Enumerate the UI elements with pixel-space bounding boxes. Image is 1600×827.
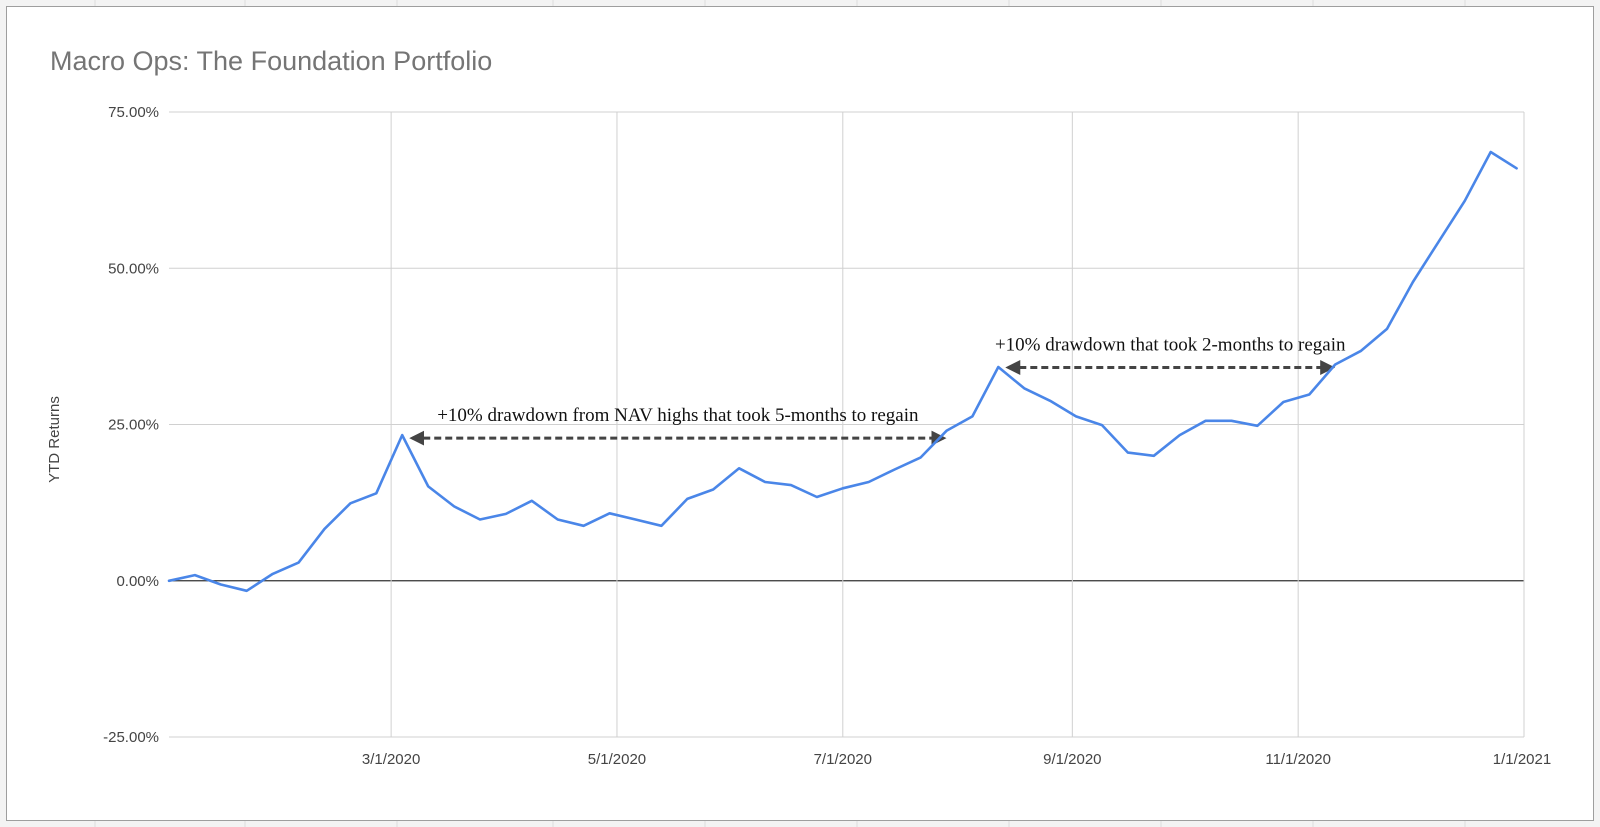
data-point[interactable]: [684, 496, 690, 502]
data-point[interactable]: [1151, 453, 1157, 459]
data-point[interactable]: [373, 490, 379, 496]
data-point[interactable]: [296, 560, 302, 566]
data-point[interactable]: [1254, 423, 1260, 429]
x-tick-label: 7/1/2020: [814, 751, 872, 768]
data-point[interactable]: [322, 526, 328, 532]
y-tick-label: -25.00%: [103, 729, 159, 746]
data-point[interactable]: [555, 517, 561, 523]
data-point[interactable]: [1410, 279, 1416, 285]
data-point[interactable]: [1358, 348, 1364, 354]
data-point[interactable]: [995, 364, 1001, 370]
data-point[interactable]: [425, 483, 431, 489]
data-point[interactable]: [736, 465, 742, 471]
data-point[interactable]: [1047, 398, 1053, 404]
data-point[interactable]: [399, 432, 405, 438]
drawdown-annotation: +10% drawdown from NAV highs that took 5…: [437, 405, 919, 426]
x-tick-label: 11/1/2020: [1265, 751, 1331, 768]
data-point[interactable]: [633, 517, 639, 523]
data-point[interactable]: [1229, 418, 1235, 424]
data-point[interactable]: [581, 523, 587, 529]
data-point[interactable]: [814, 494, 820, 500]
data-point[interactable]: [944, 428, 950, 434]
data-point[interactable]: [710, 487, 716, 493]
chart: Macro Ops: The Foundation Portfolio 75.0…: [46, 46, 1551, 768]
data-point[interactable]: [1099, 422, 1105, 428]
data-point[interactable]: [270, 571, 276, 577]
data-point[interactable]: [1306, 392, 1312, 398]
y-tick-label: 0.00%: [116, 573, 159, 590]
x-tick-label: 5/1/2020: [588, 751, 646, 768]
data-point[interactable]: [1073, 413, 1079, 419]
data-point[interactable]: [607, 510, 613, 516]
data-point[interactable]: [1125, 450, 1131, 456]
x-tick-label: 1/1/2021: [1493, 751, 1551, 768]
data-point[interactable]: [166, 578, 172, 584]
data-point[interactable]: [1488, 149, 1494, 155]
data-point[interactable]: [192, 572, 198, 578]
data-point[interactable]: [918, 455, 924, 461]
data-point[interactable]: [1280, 399, 1286, 405]
series-line: [167, 150, 1518, 593]
data-point[interactable]: [1462, 198, 1468, 204]
data-point[interactable]: [658, 523, 664, 529]
drawdown-annotation: +10% drawdown that took 2-months to rega…: [995, 335, 1346, 356]
y-tick-label: 50.00%: [108, 260, 159, 277]
data-point[interactable]: [347, 500, 353, 506]
data-point[interactable]: [892, 467, 898, 473]
chart-card[interactable]: Macro Ops: The Foundation Portfolio 75.0…: [6, 6, 1594, 821]
data-point[interactable]: [1514, 165, 1520, 171]
data-point[interactable]: [762, 479, 768, 485]
data-point[interactable]: [244, 588, 250, 594]
data-point[interactable]: [1021, 385, 1027, 391]
data-point[interactable]: [529, 498, 535, 504]
data-point[interactable]: [451, 503, 457, 509]
data-point[interactable]: [1203, 418, 1209, 424]
chart-title: Macro Ops: The Foundation Portfolio: [50, 46, 492, 76]
y-tick-label: 75.00%: [108, 104, 159, 121]
x-tick-label: 9/1/2020: [1043, 751, 1101, 768]
data-point[interactable]: [788, 482, 794, 488]
data-point[interactable]: [1177, 432, 1183, 438]
data-point[interactable]: [218, 582, 224, 588]
data-point[interactable]: [969, 413, 975, 419]
data-point[interactable]: [477, 517, 483, 523]
data-point[interactable]: [840, 485, 846, 491]
data-point[interactable]: [866, 479, 872, 485]
y-tick-label: 25.00%: [108, 417, 159, 434]
data-point[interactable]: [1332, 362, 1338, 368]
y-axis-title: YTD Returns: [46, 396, 63, 483]
data-point[interactable]: [503, 511, 509, 517]
data-point[interactable]: [1384, 326, 1390, 332]
data-point[interactable]: [1436, 238, 1442, 244]
x-tick-label: 3/1/2020: [362, 751, 420, 768]
